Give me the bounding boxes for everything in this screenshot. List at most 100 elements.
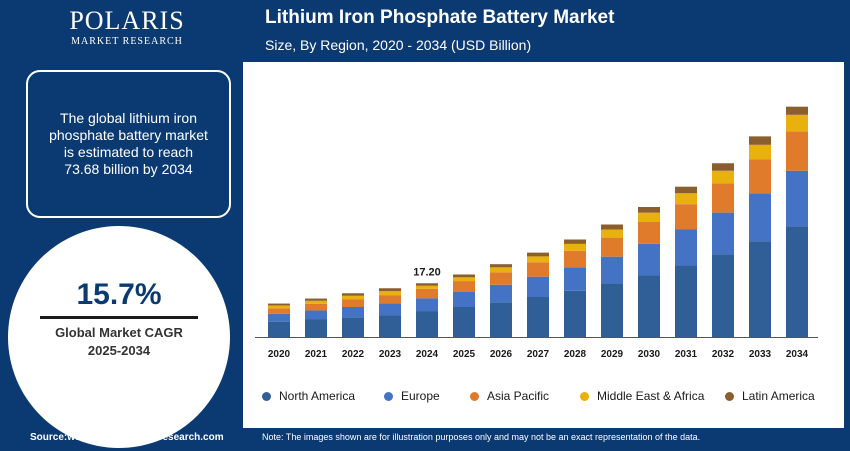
bar-segment-middle-east-africa-2032	[712, 170, 734, 184]
bar-segment-middle-east-africa-2026	[490, 267, 512, 273]
cagr-label-line2: 2025-2034	[87, 343, 151, 358]
bar-segment-north-america-2032	[712, 254, 734, 337]
bar-segment-middle-east-africa-2029	[601, 229, 623, 238]
bar-segment-europe-2025	[453, 292, 475, 307]
bar-segment-north-america-2034	[786, 226, 808, 337]
bar-segment-middle-east-africa-2021	[305, 300, 327, 304]
x-tick-label-2029: 2029	[601, 349, 624, 360]
bar-segment-middle-east-africa-2034	[786, 114, 808, 132]
x-tick-label-2030: 2030	[638, 349, 661, 360]
x-tick-label-2020: 2020	[268, 349, 291, 360]
legend-swatch	[470, 391, 479, 401]
bar-segment-asia-pacific-2027	[527, 262, 549, 277]
bar-segment-europe-2022	[342, 307, 364, 318]
bar-segment-middle-east-africa-2025	[453, 277, 475, 282]
x-tick-label-2022: 2022	[342, 349, 365, 360]
bar-segment-north-america-2024	[416, 311, 438, 337]
legend-item-middle-east-africa: Middle East & Africa	[580, 389, 704, 403]
legend-item-north-america: North America	[262, 389, 355, 403]
legend-label: Latin America	[742, 389, 815, 403]
bar-segment-asia-pacific-2024	[416, 288, 438, 299]
x-tick-label-2023: 2023	[379, 349, 402, 360]
data-label-2024: 17.20	[413, 266, 441, 278]
bar-segment-asia-pacific-2033	[749, 159, 771, 194]
bar-segment-middle-east-africa-2033	[749, 144, 771, 160]
bar-segment-latin-america-2020	[268, 303, 290, 306]
bar-segment-latin-america-2030	[638, 207, 660, 213]
bar-segment-north-america-2026	[490, 302, 512, 337]
bar-segment-asia-pacific-2030	[638, 222, 660, 244]
x-tick-label-2025: 2025	[453, 349, 476, 360]
source-text: Source:www.polarismarketresearch.com	[30, 432, 224, 443]
bar-segment-north-america-2033	[749, 241, 771, 337]
bar-segment-europe-2030	[638, 243, 660, 276]
brand-tagline: MARKET RESEARCH	[71, 36, 183, 47]
bar-segment-middle-east-africa-2023	[379, 291, 401, 296]
bar-segment-north-america-2030	[638, 275, 660, 337]
legend-swatch	[384, 391, 393, 401]
brand-name: POLARIS	[69, 6, 185, 35]
bar-segment-middle-east-africa-2022	[342, 295, 364, 300]
bar-segment-north-america-2023	[379, 315, 401, 337]
summary-box: The global lithium iron phosphate batter…	[26, 70, 231, 218]
note-text: Note: The images shown are for illustrat…	[262, 432, 701, 442]
x-tick-label-2028: 2028	[564, 349, 587, 360]
bar-segment-north-america-2031	[675, 265, 697, 337]
cagr-divider	[40, 316, 198, 319]
chart-subtitle: Size, By Region, 2020 - 2034 (USD Billio…	[265, 37, 532, 53]
bar-segment-middle-east-africa-2031	[675, 193, 697, 205]
x-tick-label-2021: 2021	[305, 349, 328, 360]
bar-segment-latin-america-2033	[749, 136, 771, 145]
bar-segment-middle-east-africa-2030	[638, 212, 660, 222]
bar-segment-asia-pacific-2034	[786, 131, 808, 171]
bar-segment-asia-pacific-2023	[379, 295, 401, 304]
bar-segment-middle-east-africa-2020	[268, 305, 290, 309]
summary-text: The global lithium iron phosphate batter…	[49, 110, 208, 177]
bar-segment-europe-2024	[416, 298, 438, 312]
bar-segment-latin-america-2032	[712, 163, 734, 171]
x-tick-label-2031: 2031	[675, 349, 698, 360]
bar-segment-north-america-2022	[342, 317, 364, 337]
legend-item-asia-pacific: Asia Pacific	[470, 389, 549, 403]
cagr-label: Global Market CAGR 2025-2034	[8, 324, 230, 360]
bar-segment-latin-america-2022	[342, 293, 364, 296]
legend-label: North America	[279, 389, 356, 403]
bar-segment-asia-pacific-2020	[268, 308, 290, 314]
bar-segment-europe-2020	[268, 313, 290, 322]
bar-segment-europe-2026	[490, 284, 512, 303]
x-tick-label-2027: 2027	[527, 349, 550, 360]
bar-segment-latin-america-2029	[601, 224, 623, 230]
bar-segment-europe-2028	[564, 267, 586, 291]
bar-segment-europe-2027	[527, 276, 549, 297]
bar-segment-europe-2023	[379, 303, 401, 316]
legend-item-latin-america: Latin America	[725, 389, 815, 403]
bar-segment-europe-2029	[601, 256, 623, 284]
bar-segment-north-america-2029	[601, 283, 623, 337]
x-tick-label-2026: 2026	[490, 349, 513, 360]
bar-segment-latin-america-2031	[675, 186, 697, 194]
x-tick-label-2033: 2033	[749, 349, 772, 360]
cagr-value: 15.7%	[76, 278, 162, 311]
bar-segment-asia-pacific-2021	[305, 303, 327, 311]
legend-swatch	[262, 391, 271, 401]
legend-label: Europe	[401, 389, 440, 403]
chart-panel	[243, 62, 844, 428]
bar-segment-latin-america-2025	[453, 274, 475, 278]
bar-segment-latin-america-2026	[490, 264, 512, 268]
bar-segment-asia-pacific-2022	[342, 299, 364, 307]
x-tick-label-2032: 2032	[712, 349, 735, 360]
bar-segment-middle-east-africa-2027	[527, 256, 549, 263]
bar-segment-north-america-2021	[305, 319, 327, 337]
bar-segment-asia-pacific-2026	[490, 272, 512, 285]
bar-segment-europe-2031	[675, 229, 697, 266]
bar-segment-north-america-2020	[268, 321, 290, 337]
bar-segment-europe-2032	[712, 212, 734, 255]
bar-segment-latin-america-2024	[416, 283, 438, 286]
cagr-label-line1: Global Market CAGR	[55, 325, 183, 340]
bar-segment-middle-east-africa-2028	[564, 243, 586, 251]
bar-segment-north-america-2027	[527, 297, 549, 337]
chart-title: Lithium Iron Phosphate Battery Market	[265, 7, 615, 28]
bar-segment-middle-east-africa-2024	[416, 285, 438, 289]
bar-segment-asia-pacific-2032	[712, 183, 734, 213]
bar-segment-europe-2021	[305, 310, 327, 320]
